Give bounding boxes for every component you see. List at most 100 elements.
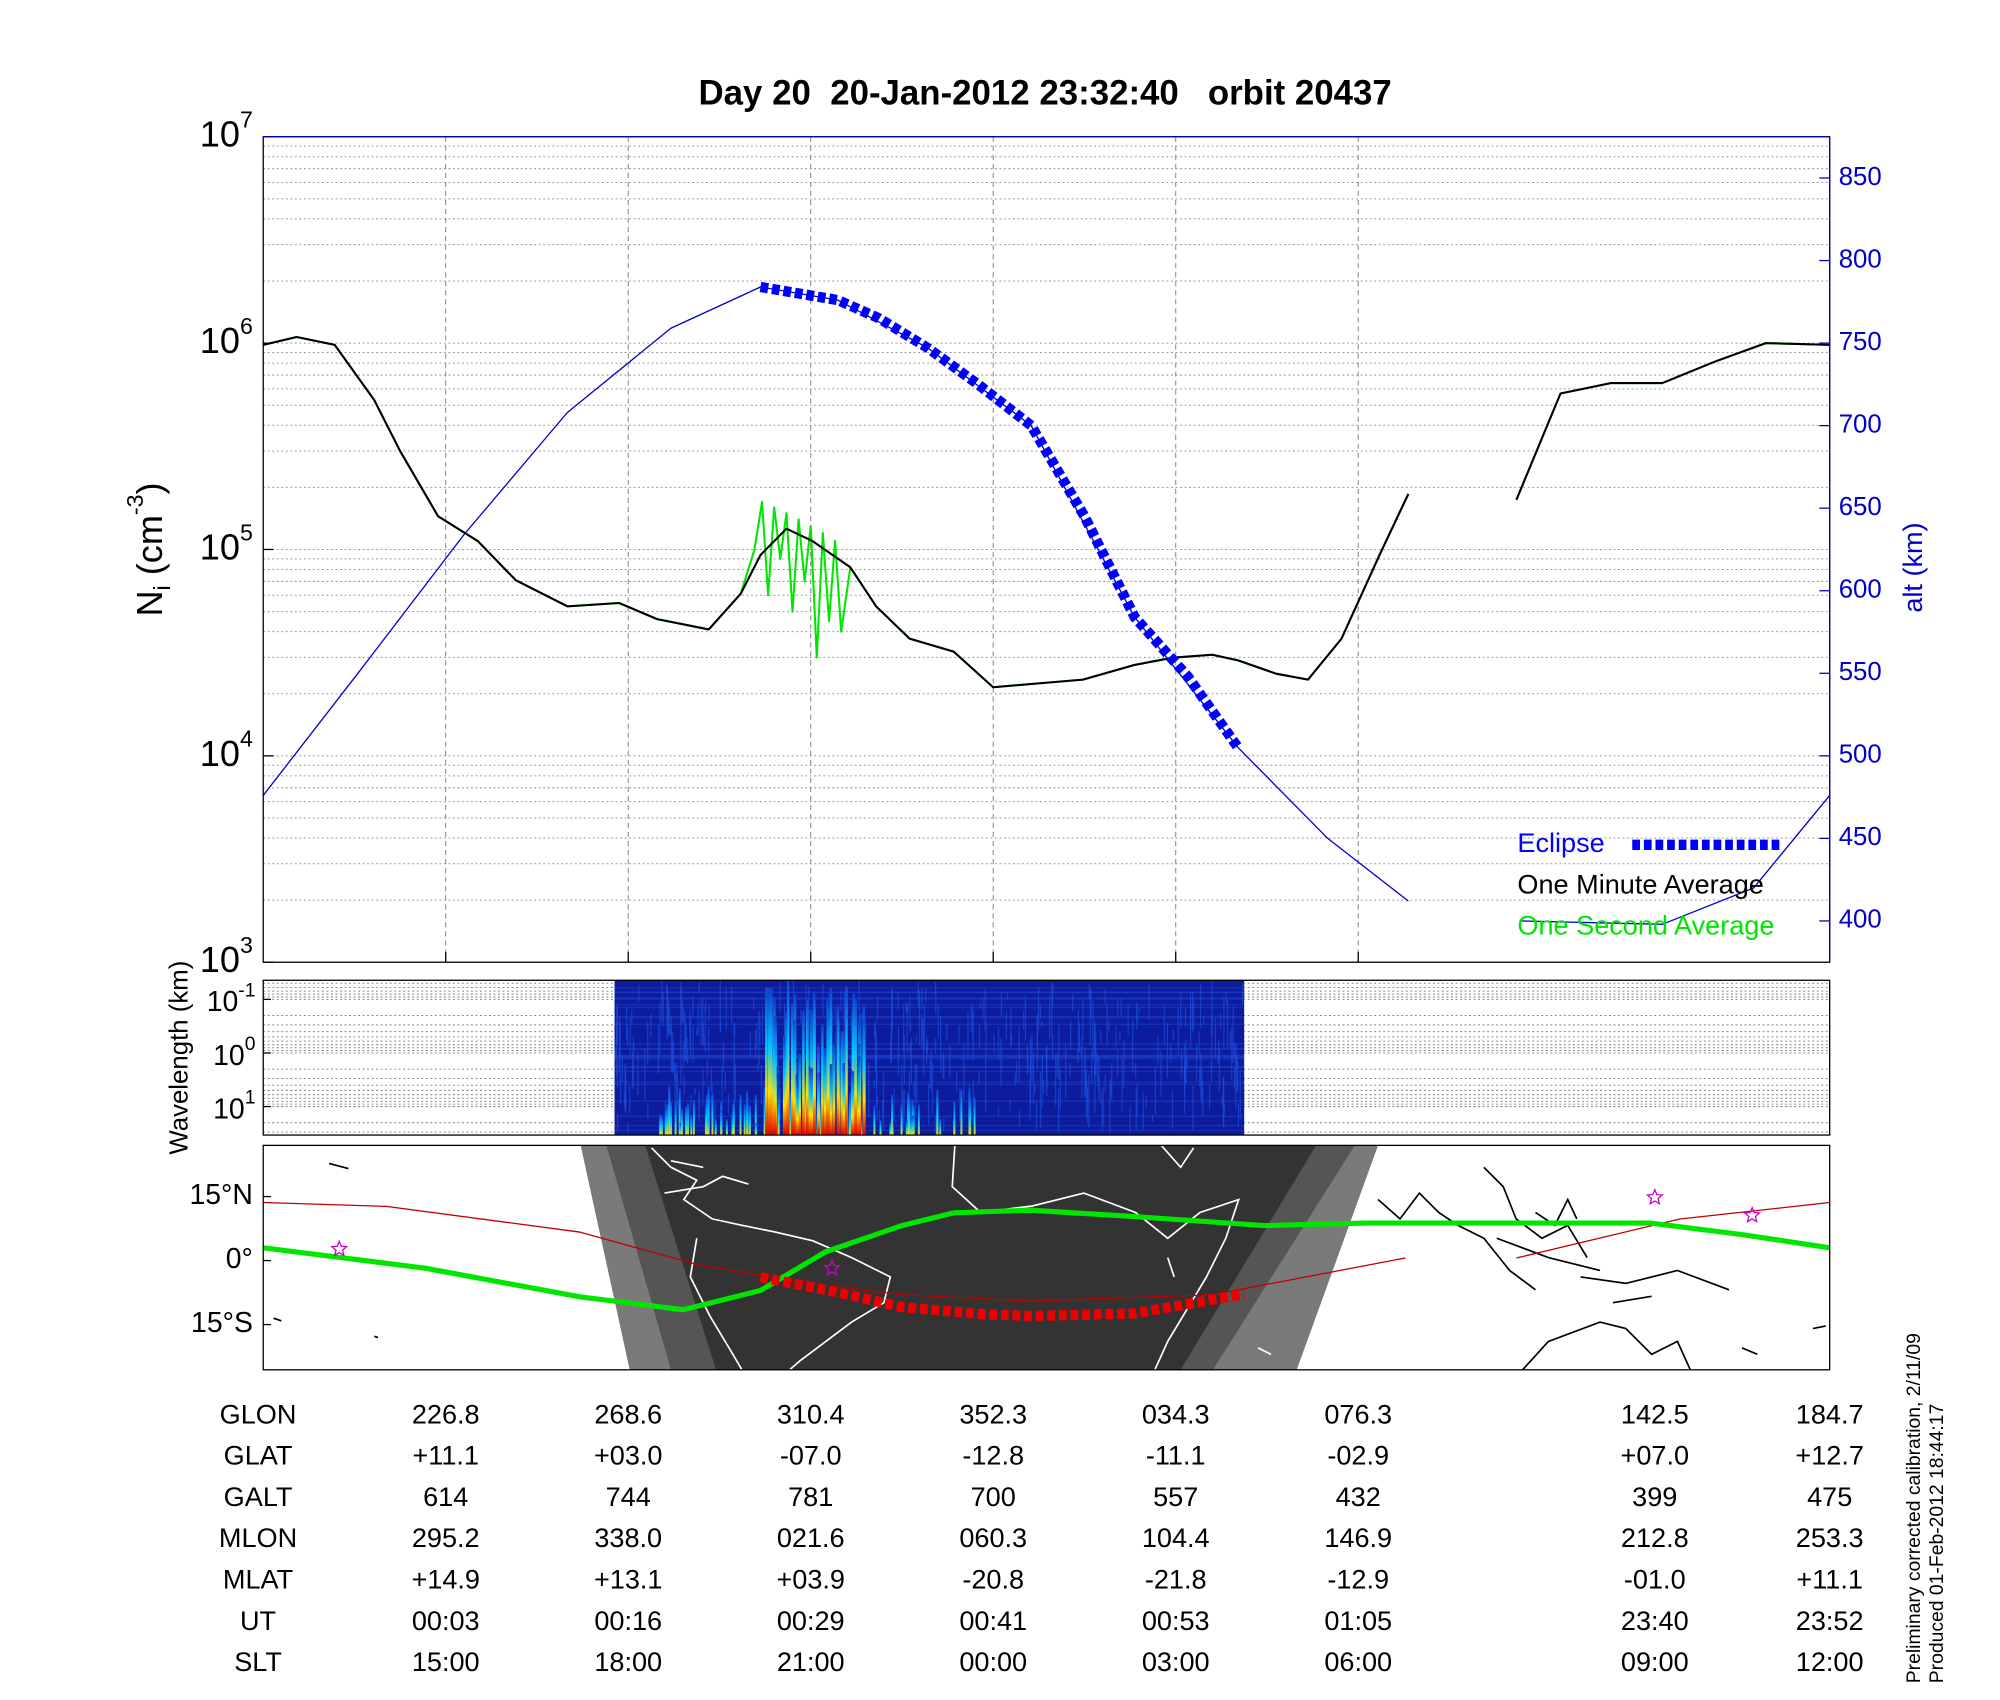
- spectrogram-texture: [777, 1061, 779, 1075]
- table-cell: 034.3: [1142, 1398, 1210, 1429]
- spectrogram-texture: [720, 1109, 723, 1136]
- spectrogram-texture: [1129, 1106, 1131, 1134]
- spectrogram-texture: [842, 1062, 845, 1136]
- spectrogram-texture: [852, 1072, 855, 1136]
- spectrogram-texture: [1052, 1034, 1054, 1061]
- spectrogram-texture: [1218, 1048, 1221, 1092]
- spectrogram-texture: [661, 980, 663, 1022]
- spectrogram-texture: [1010, 1006, 1012, 1050]
- spectrogram-texture: [660, 1115, 663, 1136]
- spectrogram-texture: [829, 987, 833, 1136]
- spectrogram-texture: [982, 997, 984, 1019]
- spectrogram-texture: [852, 993, 856, 1136]
- table-cell: -21.8: [1145, 1563, 1207, 1594]
- spectrogram-texture: [676, 1062, 678, 1105]
- table-cell: 475: [1807, 1481, 1852, 1512]
- spectrogram-texture: [725, 988, 727, 1031]
- spectrogram-texture: [912, 1115, 915, 1136]
- spectrogram-texture: [698, 1089, 700, 1122]
- spectrogram-texture: [978, 1024, 981, 1049]
- y-tick-label: 103: [200, 932, 253, 980]
- spectrogram-texture: [625, 1007, 628, 1015]
- spectrogram-texture: [616, 1057, 619, 1088]
- spectrogram-texture: [956, 1072, 958, 1092]
- table-cell: 00:00: [959, 1646, 1027, 1677]
- spectrogram-texture: [708, 1004, 710, 1022]
- tick-base: 10: [200, 526, 240, 567]
- spectrogram-texture: [914, 1065, 917, 1117]
- spectrogram-texture: [1078, 1022, 1081, 1053]
- spectrogram-texture: [679, 1122, 682, 1136]
- spectrogram-texture: [1138, 1007, 1140, 1014]
- spectrogram-texture: [1123, 1040, 1125, 1089]
- spectrogram-texture: [878, 1109, 881, 1122]
- spectrogram-texture: [874, 1019, 877, 1072]
- spectrogram-texture: [1084, 1056, 1086, 1095]
- spectrogram-texture: [1237, 1103, 1240, 1127]
- table-cell: 021.6: [777, 1522, 845, 1553]
- spectrogram-texture: [1239, 1069, 1241, 1120]
- spectrogram-texture: [1154, 1067, 1157, 1115]
- spectrogram-texture: [1110, 1078, 1112, 1096]
- spectrogram-texture: [714, 1118, 717, 1136]
- spectrogram-texture: [647, 1102, 649, 1119]
- spectrogram-texture: [1080, 1046, 1082, 1057]
- spectrogram-texture: [1042, 1079, 1045, 1094]
- spectrogram-texture: [960, 1089, 963, 1136]
- spectrogram-texture: [1148, 983, 1150, 1021]
- spectrogram-texture: [1225, 991, 1227, 1006]
- spectrogram-texture: [692, 1099, 695, 1136]
- map-background: [273, 1145, 1826, 1370]
- spectrogram-texture: [680, 982, 682, 1028]
- spectrogram-texture: [714, 1101, 716, 1125]
- table-cell: -02.9: [1327, 1440, 1389, 1471]
- spectrogram-texture: [840, 1031, 844, 1136]
- table-cell: +11.1: [412, 1440, 479, 1471]
- spectrogram-texture: [722, 1041, 725, 1071]
- y-tick-label: 101: [213, 1087, 255, 1125]
- spectrogram-texture: [1223, 1102, 1225, 1115]
- spectrogram-texture: [857, 1056, 861, 1136]
- spectrogram-texture: [1054, 1076, 1057, 1106]
- note: Produced 01-Feb-2012 18:44:17: [1926, 1404, 1948, 1684]
- spectrogram-texture: [685, 1106, 688, 1136]
- spectrogram-texture: [1098, 1055, 1100, 1092]
- spectrogram-texture: [690, 1114, 693, 1136]
- spectrogram-texture: [881, 1100, 884, 1119]
- spectrogram-texture: [1097, 1076, 1100, 1087]
- spectrogram-texture: [1058, 1025, 1060, 1080]
- spectrogram-texture: [903, 1035, 905, 1084]
- spectrogram-texture: [1223, 996, 1225, 1049]
- spectrogram-texture: [756, 1063, 759, 1072]
- spectrogram-texture: [730, 987, 733, 1023]
- spectrogram-texture: [953, 1101, 956, 1136]
- y2-tick-label: 600: [1839, 576, 1882, 604]
- table-cell: 06:00: [1324, 1646, 1392, 1677]
- spectrogram-texture: [902, 1005, 905, 1053]
- table-cell: +07.0: [1621, 1440, 1690, 1471]
- y-tick-label: 0°: [226, 1243, 253, 1275]
- legend-label: One Minute Average: [1517, 868, 1763, 899]
- spectrogram-texture: [882, 1072, 885, 1131]
- spectrogram-texture: [1104, 1075, 1106, 1094]
- spectrogram-texture: [698, 982, 700, 994]
- spectrogram-texture: [793, 1019, 796, 1136]
- spectrogram-texture: [1226, 998, 1229, 1049]
- spectrogram-texture: [676, 1074, 679, 1109]
- spectrogram-texture: [632, 1036, 635, 1087]
- spectrogram-texture: [710, 1096, 713, 1118]
- spectrogram-texture: [1183, 1043, 1186, 1079]
- y2-axis-label: alt (km): [1897, 522, 1928, 612]
- table-cell: 352.3: [959, 1398, 1027, 1429]
- spectrogram-texture: [855, 1070, 859, 1136]
- spectrogram-texture: [900, 1104, 903, 1136]
- spectrogram-texture: [934, 1115, 936, 1134]
- spectrogram-texture: [1236, 1062, 1239, 1093]
- spectrogram-texture: [638, 985, 640, 1002]
- table-row-label: GALT: [224, 1481, 293, 1512]
- spectrogram-texture: [1018, 1110, 1021, 1127]
- spectrogram-texture: [876, 996, 879, 1022]
- spectrogram-texture: [802, 1010, 805, 1136]
- star-marker: [1743, 1206, 1762, 1223]
- spectrogram-texture: [972, 1080, 975, 1126]
